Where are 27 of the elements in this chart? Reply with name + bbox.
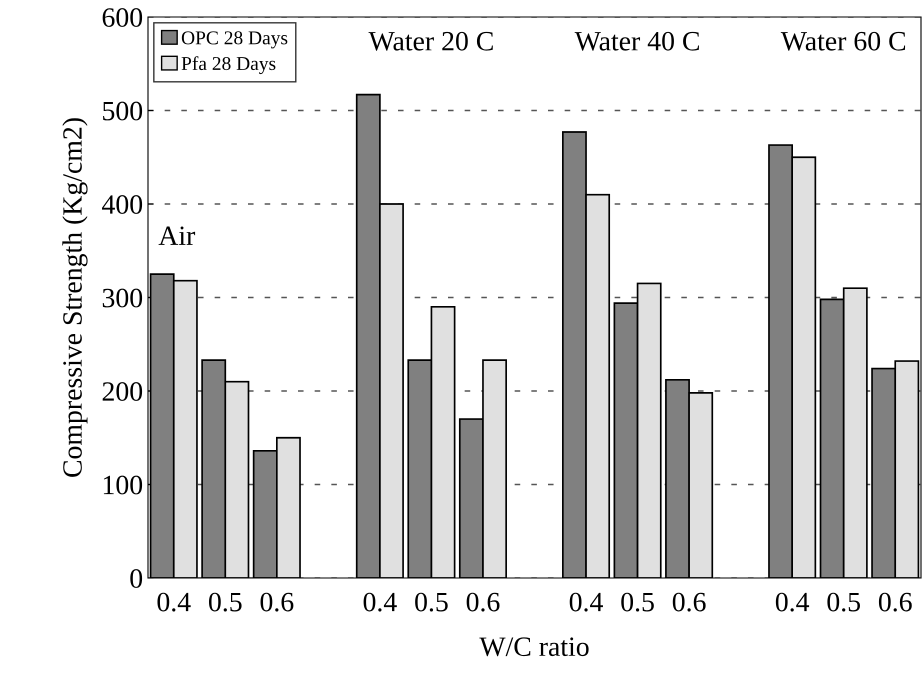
y-tick-label: 400: [102, 195, 142, 214]
annotation: Water 20 C: [368, 32, 493, 51]
x-tick-label: 0.6: [466, 592, 500, 612]
x-tick-label: 0.5: [415, 592, 448, 612]
x-tick-label: 0.6: [260, 592, 294, 612]
x-tick-label: 0.5: [621, 592, 654, 612]
annotation: Water 40 C: [574, 32, 699, 51]
x-axis-title: W/C ratio: [479, 637, 589, 656]
x-tick-label: 0.5: [209, 592, 242, 612]
legend-label: Pfa 28 Days: [182, 56, 276, 74]
y-tick-label: 200: [102, 382, 142, 401]
x-tick-label: 0.4: [157, 592, 191, 612]
y-tick-label: 500: [103, 102, 142, 120]
annotation: Water 60 C: [780, 32, 906, 51]
legend-label: OPC 28 Days: [182, 31, 288, 48]
x-tick-label: 0.4: [776, 592, 810, 612]
y-tick-label: 600: [102, 8, 142, 27]
x-tick-label: 0.6: [878, 592, 912, 612]
x-tick-label: 0.4: [364, 592, 397, 612]
x-tick-label: 0.4: [570, 592, 603, 612]
annotation: Air: [158, 226, 196, 245]
y-tick-label: 300: [102, 288, 142, 308]
y-tick-label: 100: [104, 476, 142, 494]
y-axis-title: Compressive Strength (Kg/cm2): [62, 118, 88, 477]
y-tick-label: 0: [130, 569, 142, 588]
x-tick-label: 0.6: [672, 592, 706, 612]
x-tick-label: 0.5: [827, 592, 860, 612]
